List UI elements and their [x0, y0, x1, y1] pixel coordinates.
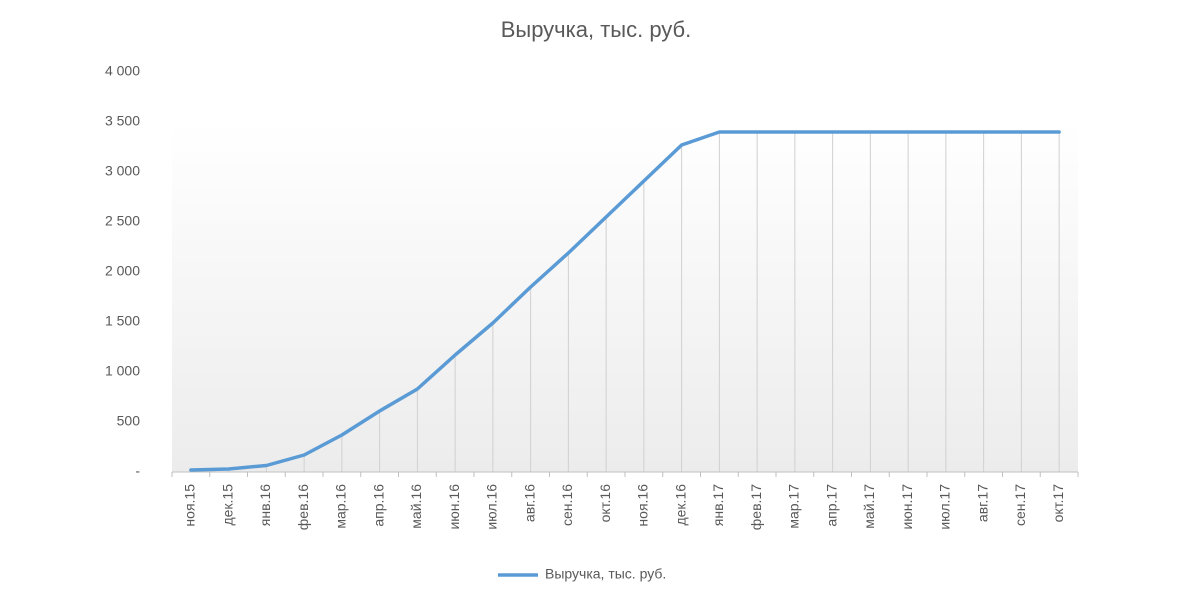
x-tick-label: окт.16: [597, 484, 613, 523]
y-tick-label: -: [135, 463, 140, 479]
y-tick-label: 2 000: [105, 263, 140, 279]
y-tick-label: 4 000: [105, 63, 140, 79]
y-tick-label: 3 500: [105, 113, 140, 129]
x-tick-label: апр.16: [370, 484, 386, 527]
plot-background: [172, 122, 1078, 472]
x-tick-label: фев.17: [748, 484, 764, 530]
x-tick-label: ноя.16: [635, 484, 651, 527]
legend-label: Выручка, тыс. руб.: [545, 566, 666, 582]
series-line: [189, 130, 1061, 472]
x-tick-label: янв.17: [710, 484, 726, 526]
x-tick-label: мар.16: [333, 484, 349, 529]
y-tick-label: 1 000: [105, 363, 140, 379]
y-tick-label: 1 500: [105, 313, 140, 329]
x-tick-label: ноя.15: [182, 484, 198, 527]
x-tick-label: окт.17: [1050, 484, 1066, 523]
x-tick-label: сен.16: [559, 484, 575, 526]
y-tick-label: 3 000: [105, 163, 140, 179]
x-tick-label: авг.16: [521, 484, 537, 522]
x-tick-label: июл.16: [484, 484, 500, 530]
y-tick-label: 2 500: [105, 213, 140, 229]
x-tick-label: дек.15: [219, 484, 235, 526]
x-tick-label: июл.17: [937, 484, 953, 530]
x-tick-label: апр.17: [823, 484, 839, 527]
y-tick-label: 500: [117, 413, 141, 429]
x-tick-label: сен.17: [1012, 484, 1028, 526]
x-tick-label: мар.17: [786, 484, 802, 529]
x-tick-label: авг.17: [974, 484, 990, 522]
x-tick-label: июн.17: [899, 484, 915, 530]
x-tick-label: дек.16: [672, 484, 688, 526]
x-tick-label: июн.16: [446, 484, 462, 530]
chart-title: Выручка, тыс. руб.: [501, 17, 692, 42]
x-tick-label: май.16: [408, 484, 424, 529]
x-tick-label: фев.16: [295, 484, 311, 530]
x-tick-label: май.17: [861, 484, 877, 529]
x-tick-label: янв.16: [257, 484, 273, 526]
